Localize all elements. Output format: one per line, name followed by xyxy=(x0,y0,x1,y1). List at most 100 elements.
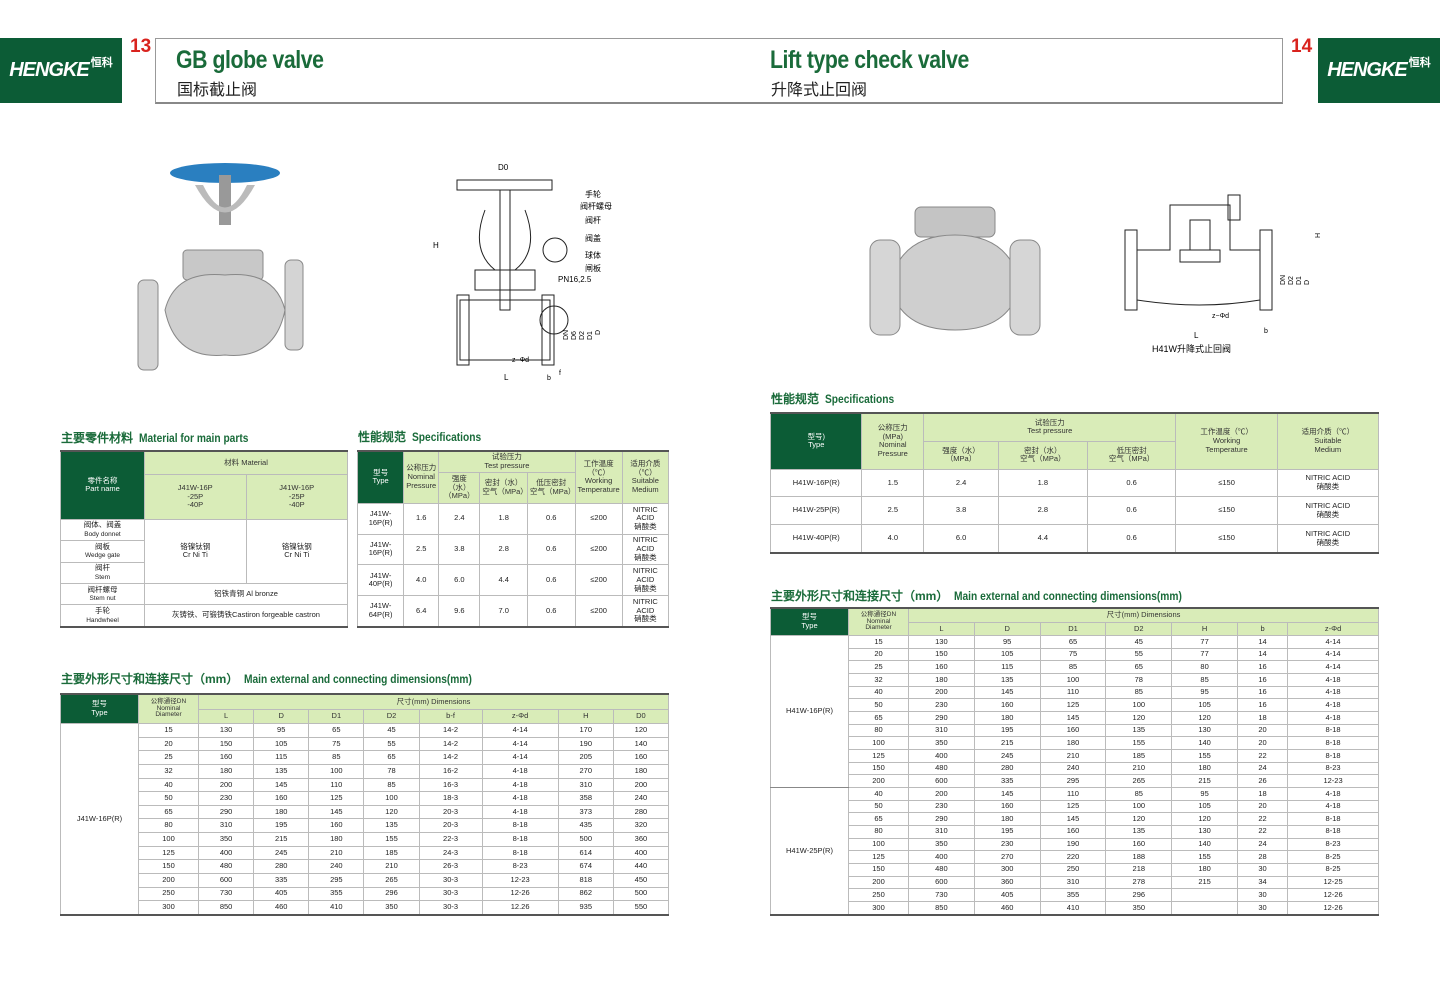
cell: 818 xyxy=(557,872,614,888)
cell: 18 xyxy=(1236,787,1289,801)
cell: 850 xyxy=(908,900,975,916)
part-label: 球体 xyxy=(585,250,601,260)
cell: 155 xyxy=(363,832,420,847)
cell: 195 xyxy=(973,824,1041,839)
table-row: 150 480 300 250 218 180 30 8-25 xyxy=(771,862,1379,877)
cell: 100 xyxy=(1105,698,1173,713)
cell: 265 xyxy=(363,872,420,888)
cell: 270 xyxy=(557,764,614,779)
cell: 6.0 xyxy=(923,524,999,554)
header-column: H xyxy=(557,708,614,725)
heading-cn: 性能规范 xyxy=(771,392,820,406)
cell: 200 xyxy=(612,777,670,793)
cell: 160 xyxy=(308,818,365,834)
cell: 8-25 xyxy=(1287,862,1379,877)
table-row: 25 160 115 85 65 80 16 4-14 xyxy=(771,660,1379,675)
header-column: z-Φd xyxy=(1287,621,1379,637)
cell: 862 xyxy=(557,886,614,902)
cell: 150 xyxy=(848,862,909,877)
table-row: 300 850 460 410 350 30 12-26 xyxy=(771,900,1379,916)
page-title-right: Lift type check valve xyxy=(770,46,969,74)
cell: 200 xyxy=(908,685,975,700)
cell: 24-3 xyxy=(418,845,483,861)
cell: 350 xyxy=(908,837,975,852)
materials-table: 零件名称 Part name 材料 Material J41W-16P -25P -… xyxy=(60,450,348,628)
cell: 85 xyxy=(308,750,365,766)
cell: 140 xyxy=(612,736,670,752)
cell: 32 xyxy=(848,673,909,687)
cell: 34 xyxy=(1236,875,1289,890)
cell: 15 xyxy=(138,723,199,738)
cell: 22 xyxy=(1236,824,1289,839)
header-strength: 强度（水） （MPa） xyxy=(923,440,999,470)
cell: 360 xyxy=(973,875,1041,890)
cell: 296 xyxy=(1105,888,1173,902)
cell: 220 xyxy=(1039,850,1107,864)
cell: 24 xyxy=(1236,837,1289,852)
cell: 55 xyxy=(1105,647,1173,662)
label-f: f xyxy=(559,370,561,377)
cell: 78 xyxy=(1105,673,1173,687)
part-name-cell: 手轮 Handwheel xyxy=(60,604,145,628)
table-row: 20 150 105 75 55 14-2 4-14 190 140 xyxy=(61,736,670,752)
cell: 190 xyxy=(1039,837,1107,852)
label-l: L xyxy=(1194,331,1199,340)
cell: 135 xyxy=(253,764,310,779)
cell: 145 xyxy=(973,685,1041,700)
cell: 405 xyxy=(973,888,1041,902)
header-test: 试验压力 Test pressure xyxy=(438,450,576,473)
cell: 230 xyxy=(973,837,1041,852)
page-title-left: GB globe valve xyxy=(176,46,324,74)
cell: 16-2 xyxy=(418,764,483,779)
cell: 145 xyxy=(1039,812,1107,826)
cell: 310 xyxy=(1039,875,1107,890)
dims-heading-left: 主要外形尺寸和连接尺寸（mm） Main external and connect… xyxy=(61,670,512,687)
cell: 4-18 xyxy=(481,791,559,806)
cell: 125 xyxy=(1039,698,1107,713)
table-row: 200 600 335 295 265 30-3 12-23 818 450 xyxy=(61,872,670,888)
cell: 50 xyxy=(848,698,909,713)
cell: 65 xyxy=(363,750,420,766)
cell: 230 xyxy=(197,791,255,806)
cell: 18 xyxy=(1236,711,1289,725)
cell: 210 xyxy=(308,845,365,861)
cell: 120 xyxy=(1171,812,1238,826)
cell: 400 xyxy=(908,850,975,864)
dim-label: H xyxy=(1315,233,1322,238)
cell: 180 xyxy=(1039,736,1107,751)
cell: 85 xyxy=(1105,685,1173,700)
cell: ≤200 xyxy=(574,564,623,597)
cell: 150 xyxy=(197,736,255,752)
cell: 160 xyxy=(253,791,310,806)
cell: 0.6 xyxy=(1086,496,1177,526)
cell: 120 xyxy=(1105,812,1173,826)
cell: 290 xyxy=(908,812,975,826)
cell: 290 xyxy=(908,711,975,725)
cell: 30-3 xyxy=(418,886,483,902)
cell: 25 xyxy=(138,750,199,766)
part-label: 阀杆螺母 xyxy=(580,201,612,211)
table-row: 200 600 360 310 278 215 34 12-25 xyxy=(771,875,1379,890)
specs-table-right: 型号) Type 公称压力 (MPa) Nominal Pressure 试验压力 … xyxy=(769,412,1380,554)
cell: 480 xyxy=(908,862,975,877)
cell: 400 xyxy=(908,749,975,763)
header-seal: 密封（水） 空气（MPa） xyxy=(997,440,1088,470)
cell: 30-3 xyxy=(418,872,483,888)
cell: 335 xyxy=(973,774,1041,788)
cell: 600 xyxy=(908,875,975,890)
table-row: 250 730 405 355 296 30 12-26 xyxy=(771,888,1379,902)
materials-heading: 主要零件材料 Material for main parts xyxy=(61,429,268,446)
cell: 125 xyxy=(848,850,909,864)
cell: 350 xyxy=(1105,900,1173,916)
label-d0: D0 xyxy=(498,163,509,172)
cell: 730 xyxy=(908,888,975,902)
part-label: 阀盖 xyxy=(585,233,601,243)
cell: ≤150 xyxy=(1175,496,1278,526)
cell: 358 xyxy=(557,791,614,806)
cell: 350 xyxy=(908,736,975,751)
cell: 12.26 xyxy=(481,900,559,916)
cell: 12-25 xyxy=(1287,875,1379,890)
cell: 180 xyxy=(973,812,1041,826)
table-row: 100 350 230 190 160 140 24 8-23 xyxy=(771,837,1379,852)
header-column: z-Φd xyxy=(481,708,559,725)
